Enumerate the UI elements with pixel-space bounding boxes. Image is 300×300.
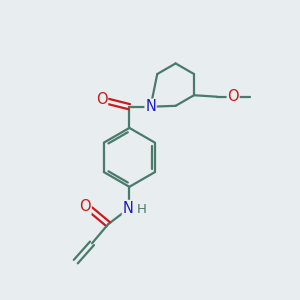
Text: N: N <box>145 99 156 114</box>
Text: O: O <box>80 199 91 214</box>
Text: O: O <box>227 89 239 104</box>
Text: H: H <box>137 203 147 216</box>
Text: N: N <box>122 200 134 215</box>
Text: O: O <box>96 92 107 107</box>
